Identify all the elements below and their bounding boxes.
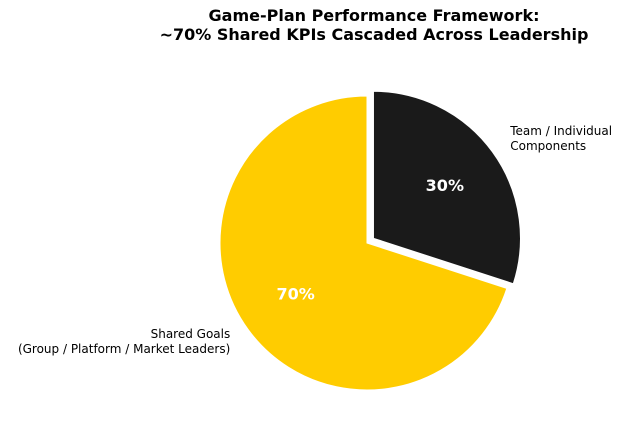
category-label: Team / Individual Components — [510, 123, 613, 153]
pie-slice — [372, 90, 521, 285]
category-label: Shared Goals (Group / Platform / Market … — [17, 327, 231, 357]
pie-slice — [219, 95, 508, 391]
value-label: 70% — [276, 284, 314, 303]
value-label: 30% — [426, 176, 464, 195]
chart-title: Game-Plan Performance Framework: ~70% Sh… — [159, 6, 589, 44]
